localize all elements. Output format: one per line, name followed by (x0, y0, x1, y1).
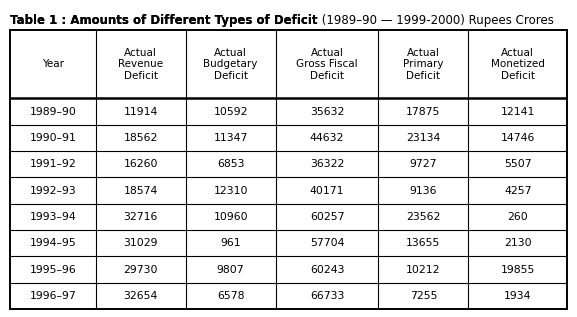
Text: 260: 260 (507, 212, 528, 222)
Text: 1934: 1934 (504, 291, 531, 301)
Text: 18574: 18574 (123, 185, 158, 196)
Text: 6853: 6853 (217, 159, 245, 169)
Text: 19855: 19855 (500, 264, 535, 275)
Text: 23134: 23134 (406, 133, 441, 143)
Text: 36322: 36322 (310, 159, 344, 169)
Text: Actual
Budgetary
Deficit: Actual Budgetary Deficit (204, 48, 258, 81)
Text: 10592: 10592 (213, 107, 248, 117)
Text: 1994–95: 1994–95 (29, 238, 76, 248)
Text: 40171: 40171 (310, 185, 344, 196)
Text: 1989–90: 1989–90 (29, 107, 76, 117)
Text: 961: 961 (220, 238, 241, 248)
Text: 1991–92: 1991–92 (29, 159, 76, 169)
Text: 1992–93: 1992–93 (29, 185, 76, 196)
Text: 9807: 9807 (217, 264, 245, 275)
Text: 4257: 4257 (504, 185, 531, 196)
Text: 1993–94: 1993–94 (29, 212, 76, 222)
Text: 44632: 44632 (310, 133, 344, 143)
Text: 16260: 16260 (123, 159, 158, 169)
Text: Table 1 : Amounts of Different Types of Deficit: Table 1 : Amounts of Different Types of … (10, 14, 317, 27)
Text: 5507: 5507 (504, 159, 531, 169)
Text: 29730: 29730 (123, 264, 158, 275)
Text: 32654: 32654 (123, 291, 158, 301)
Text: 13655: 13655 (406, 238, 441, 248)
Text: Actual
Revenue
Deficit: Actual Revenue Deficit (118, 48, 163, 81)
Text: (1989–90 — 1999-2000) Rupees Crores: (1989–90 — 1999-2000) Rupees Crores (317, 14, 553, 27)
Text: 7255: 7255 (410, 291, 437, 301)
Text: 32716: 32716 (123, 212, 158, 222)
Text: 66733: 66733 (310, 291, 344, 301)
Text: Actual
Gross Fiscal
Deficit: Actual Gross Fiscal Deficit (296, 48, 358, 81)
Text: 31029: 31029 (123, 238, 158, 248)
Text: 12141: 12141 (500, 107, 535, 117)
Text: 23562: 23562 (406, 212, 441, 222)
Text: 9727: 9727 (410, 159, 437, 169)
Text: 14746: 14746 (500, 133, 535, 143)
Text: 9136: 9136 (410, 185, 437, 196)
Text: 60243: 60243 (310, 264, 344, 275)
Text: 17875: 17875 (406, 107, 441, 117)
Bar (10, 30, 567, 309)
Text: Actual
Monetized
Deficit: Actual Monetized Deficit (491, 48, 545, 81)
Text: 10960: 10960 (213, 212, 248, 222)
Text: 1996–97: 1996–97 (29, 291, 76, 301)
Text: 12310: 12310 (213, 185, 248, 196)
Text: 2130: 2130 (504, 238, 531, 248)
Text: 11347: 11347 (213, 133, 248, 143)
Text: Table 1 : Amounts of Different Types of Deficit: Table 1 : Amounts of Different Types of … (10, 14, 317, 27)
Text: 1995–96: 1995–96 (29, 264, 76, 275)
Text: 6578: 6578 (217, 291, 245, 301)
Text: 10212: 10212 (406, 264, 441, 275)
Text: Year: Year (42, 59, 64, 69)
Text: 35632: 35632 (310, 107, 344, 117)
Text: Actual
Primary
Deficit: Actual Primary Deficit (403, 48, 444, 81)
Text: 11914: 11914 (123, 107, 158, 117)
Text: 18562: 18562 (123, 133, 158, 143)
Text: 1990–91: 1990–91 (29, 133, 76, 143)
Text: 60257: 60257 (310, 212, 344, 222)
Text: 57704: 57704 (310, 238, 344, 248)
